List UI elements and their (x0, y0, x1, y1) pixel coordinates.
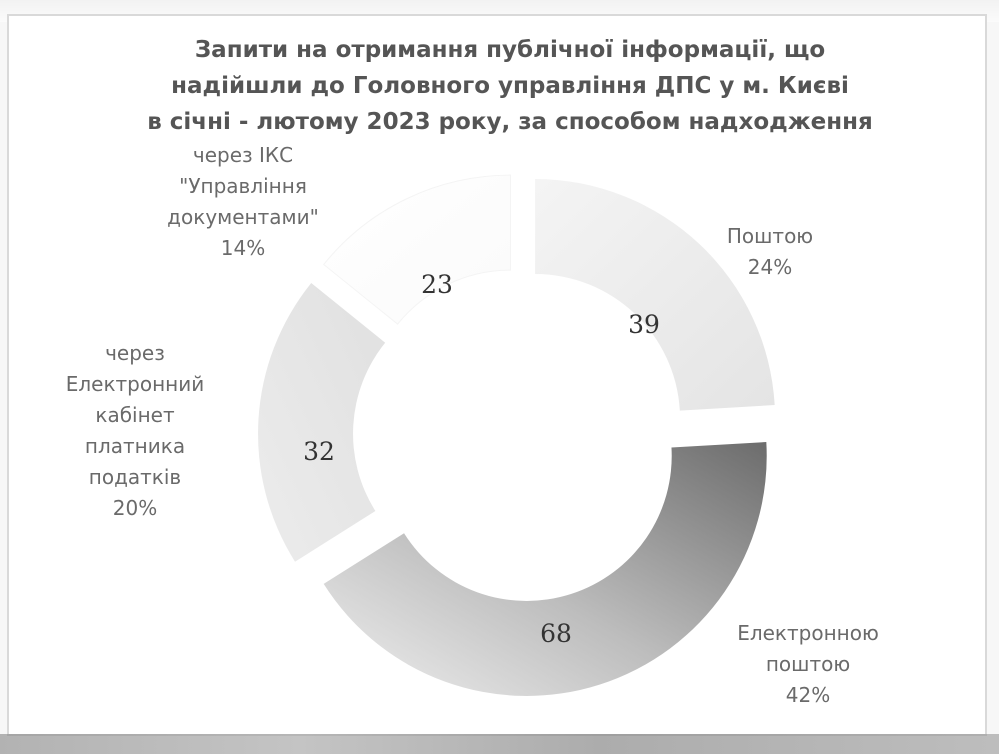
chart-title-line-1: Запити на отримання публічної інформації… (194, 37, 826, 63)
slice-category-label-1-line-1: Поштою (727, 224, 813, 248)
slice-category-label-3: через Електронний кабінет платника податків 2… (66, 341, 205, 520)
slice-category-label-2-line-1: Електронною (737, 621, 879, 645)
scan-bottom-edge (0, 734, 999, 754)
slice-category-label-1-line-2: 24% (748, 255, 792, 279)
slice-category-label-1: Поштою 24% (727, 224, 813, 279)
chart-title-line-2: надійшли до Головного управління ДПС у м… (171, 73, 849, 99)
donut-slice-4 (322, 174, 512, 325)
slice-category-label-3-line-5: податків (89, 465, 181, 489)
donut-slice-2 (323, 441, 767, 696)
slice-category-label-4-line-2: "Управління (179, 174, 307, 198)
slice-category-label-2-line-3: 42% (786, 683, 830, 707)
slice-category-label-3-line-4: платника (85, 434, 185, 458)
slice-category-label-3-line-2: Електронний (66, 372, 205, 396)
donut-slice-3 (258, 283, 386, 562)
slice-category-label-2-line-2: поштою (766, 652, 850, 676)
slice-category-label-4-line-3: документами" (167, 205, 319, 229)
slice-category-label-4: через ІКС "Управління документами" 14% (167, 143, 319, 260)
slice-category-label-3-line-3: кабінет (95, 403, 175, 427)
chart-title-line-3: в січні - лютому 2023 року, за способом … (147, 109, 873, 135)
slice-category-label-2: Електронною поштою 42% (737, 621, 879, 707)
slice-category-label-3-line-1: через (105, 341, 165, 365)
slice-category-label-4-line-1: через ІКС (193, 143, 293, 167)
chart-title: Запити на отримання публічної інформації… (100, 32, 920, 140)
donut-slice-1 (535, 178, 775, 411)
slice-category-label-3-line-6: 20% (113, 496, 157, 520)
slice-category-label-4-line-4: 14% (221, 236, 265, 260)
